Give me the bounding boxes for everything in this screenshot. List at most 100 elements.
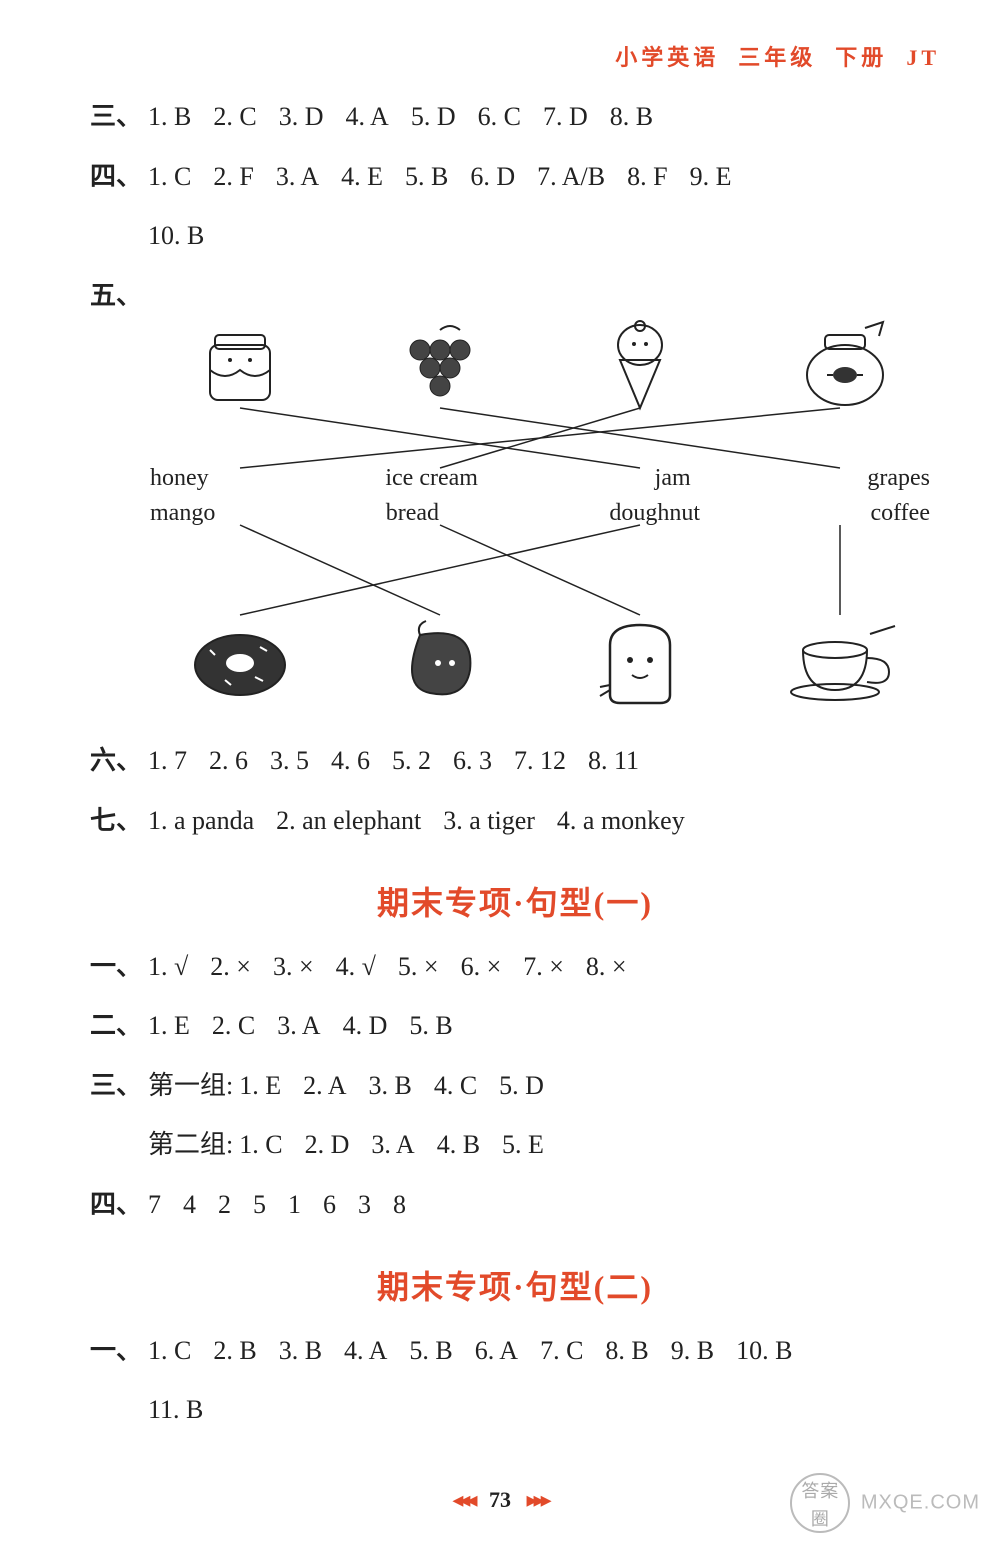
ans: 3. D (279, 96, 324, 138)
ans: 5. 2 (392, 740, 431, 782)
ans: 1. E (239, 1065, 281, 1107)
header-volume: 下册 (835, 45, 887, 70)
label-three: 三、 (90, 96, 148, 138)
ans: 3. A (276, 156, 319, 198)
ans: 6. 3 (453, 740, 492, 782)
ans: 4. E (341, 156, 383, 198)
s1-three-g1: 三、 第一组: 1. E 2. A 3. B 4. C 5. D (90, 1065, 940, 1107)
ans: 4. 6 (331, 740, 370, 782)
ans: 3. A (371, 1124, 414, 1166)
ans: 1. C (148, 1330, 191, 1372)
label: 二、 (90, 1005, 148, 1047)
header-version: JT (906, 45, 940, 70)
ans: 11. B (148, 1389, 203, 1431)
ans: 4. a monkey (557, 800, 685, 842)
label-seven: 七、 (90, 800, 148, 842)
ans: 2. A (303, 1065, 346, 1107)
ans: 7. 12 (514, 740, 566, 782)
ans: 6. C (478, 96, 521, 138)
ans: 1 (288, 1184, 301, 1226)
section-six: 六、 1. 7 2. 6 3. 5 4. 6 5. 2 6. 3 7. 12 8… (90, 740, 940, 782)
matching-diagram: honey ice cream jam grapes mango bread d… (130, 320, 950, 720)
footer-right-icon: ▸▸▸ (527, 1487, 548, 1512)
group-label: 第二组: (148, 1124, 233, 1166)
s1-four: 四、 7 4 2 5 1 6 3 8 (90, 1184, 940, 1226)
section-five: 五、 (90, 275, 940, 317)
ans: 4. D (343, 1005, 388, 1047)
title-sentence-1: 期末专项·句型(一) (90, 878, 940, 924)
ans: 5. B (409, 1330, 452, 1372)
ans: 1. a panda (148, 800, 254, 842)
ans: 5. B (409, 1005, 452, 1047)
ans: 7. A/B (537, 156, 605, 198)
watermark-domain: MXQE.COM (861, 1491, 980, 1513)
word: coffee (870, 500, 930, 527)
word-row-1: honey ice cream jam grapes (130, 465, 950, 492)
section-four: 四、 1. C 2. F 3. A 4. E 5. B 6. D 7. A/B … (90, 156, 940, 198)
ans: 6. A (475, 1330, 518, 1372)
ans: 2. C (213, 96, 256, 138)
s2-one: 一、 1. C 2. B 3. B 4. A 5. B 6. A 7. C 8.… (90, 1330, 940, 1372)
word-row-2: mango bread doughnut coffee (130, 500, 950, 527)
ans: 8. B (605, 1330, 648, 1372)
ans: 3. B (279, 1330, 322, 1372)
ans: 5 (253, 1184, 266, 1226)
word: honey (150, 465, 209, 492)
ans: 2. × (210, 946, 251, 988)
watermark: 答案圈 MXQE.COM (790, 1473, 980, 1533)
ans: 3. a tiger (443, 800, 535, 842)
s2-one-cont: 11. B (148, 1389, 940, 1431)
ans: 3. 5 (270, 740, 309, 782)
word: doughnut (609, 500, 700, 527)
ans: 7. D (543, 96, 588, 138)
ans: 2. C (212, 1005, 255, 1047)
label: 四、 (90, 1184, 148, 1226)
word: mango (150, 500, 215, 527)
word: grapes (867, 465, 930, 492)
ans: 1. C (148, 156, 191, 198)
ans: 10. B (736, 1330, 792, 1372)
ans: 5. E (502, 1124, 544, 1166)
ans: 6 (323, 1184, 336, 1226)
ans: 8. B (610, 96, 653, 138)
ans: 5. × (398, 946, 439, 988)
word: bread (386, 500, 439, 527)
footer-left-icon: ◂◂◂ (452, 1487, 473, 1512)
page-header: 小学英语 三年级 下册 JT (90, 40, 940, 72)
ans: 8. × (586, 946, 627, 988)
ans: 4. A (345, 96, 388, 138)
ans: 2. F (213, 156, 253, 198)
ans: 9. E (690, 156, 732, 198)
ans: 2. 6 (209, 740, 248, 782)
ans: 8. F (627, 156, 667, 198)
word: jam (655, 465, 691, 492)
section-four-cont: 10. B (148, 215, 940, 257)
label: 三、 (90, 1065, 148, 1107)
section-seven: 七、 1. a panda 2. an elephant 3. a tiger … (90, 800, 940, 842)
ans: 9. B (671, 1330, 714, 1372)
ans: 2. D (305, 1124, 350, 1166)
s1-two: 二、 1. E 2. C 3. A 4. D 5. B (90, 1005, 940, 1047)
ans: 1. E (148, 1005, 190, 1047)
ans: 7. × (523, 946, 564, 988)
ans: 2. B (213, 1330, 256, 1372)
header-grade: 三年级 (738, 45, 816, 70)
ans: 8 (393, 1184, 406, 1226)
label: 一、 (90, 946, 148, 988)
ans: 1. 7 (148, 740, 187, 782)
ans: 7. C (540, 1330, 583, 1372)
ans: 3. × (273, 946, 314, 988)
page-number: 73 (489, 1487, 511, 1512)
ans: 4. C (434, 1065, 477, 1107)
ans: 10. B (148, 215, 204, 257)
s1-three-g2: 第二组: 1. C 2. D 3. A 4. B 5. E (148, 1124, 940, 1166)
img-coffee (785, 620, 905, 710)
ans: 5. D (499, 1065, 544, 1107)
ans: 3. B (368, 1065, 411, 1107)
ans: 8. 11 (588, 740, 639, 782)
ans: 4. B (437, 1124, 480, 1166)
ans: 6. × (461, 946, 502, 988)
header-subject: 小学英语 (615, 45, 719, 70)
img-bread (590, 615, 690, 710)
ans: 2 (218, 1184, 231, 1226)
